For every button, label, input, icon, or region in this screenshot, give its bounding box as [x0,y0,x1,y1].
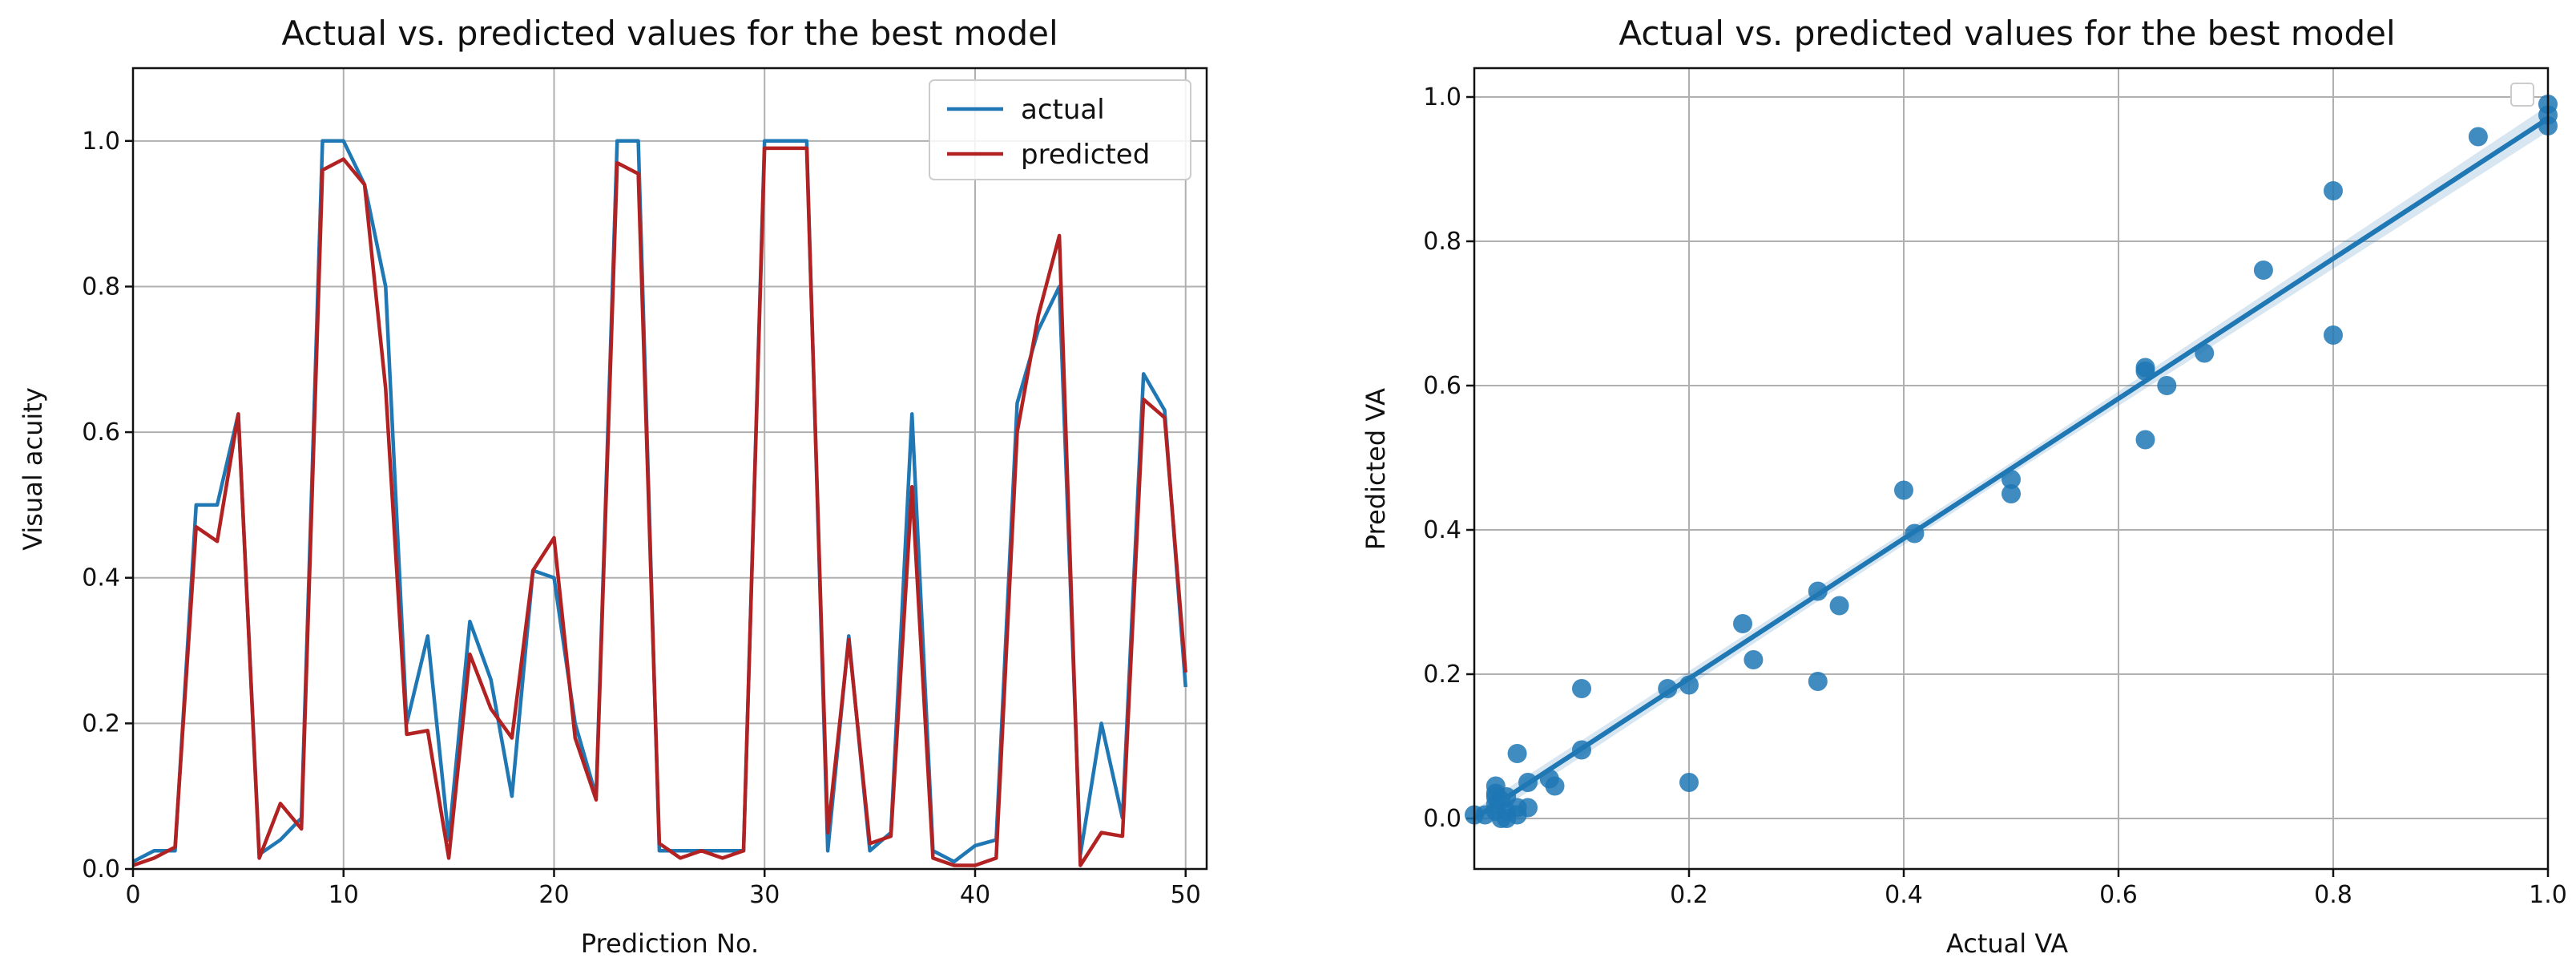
right-x-tick-label: 0.4 [1885,881,1923,909]
right-y-tick-label: 0.0 [1423,805,1461,833]
legend-label-predicted: predicted [1021,139,1150,171]
regression-line [1473,116,2550,821]
right-y-axis-label: Predicted VA [1361,388,1391,550]
left-x-tick-label: 40 [960,881,990,909]
left-axes-frame [131,67,1208,871]
right-x-axis-label: Actual VA [1946,928,2068,959]
left-y-tick-label: 0.2 [82,709,120,738]
left-y-tick-label: 1.0 [82,127,120,156]
right-y-tick-label: 0.8 [1423,228,1461,256]
series-line-actual [131,139,1187,864]
right-x-tick-label: 0.8 [2314,881,2352,909]
right-x-tick-label: 1.0 [2529,881,2567,909]
scatter-point [1507,744,1527,763]
left-x-axis-label: Prediction No. [581,928,759,959]
scatter-point [1894,480,1913,500]
series-line-predicted [132,146,1187,867]
legend-label-actual: actual [1021,94,1105,126]
scatter-point [1572,679,1591,698]
left-plot-area: 0 10 20 30 40 50 0.0 0.2 0.4 0.6 0.8 1.0 actual predi… [82,67,1208,909]
right-y-tick-label: 1.0 [1423,83,1461,111]
scatter-point [1808,672,1828,691]
scatter-point [1518,798,1538,818]
empty-legend-box [2510,83,2534,107]
right-y-tick-label: 0.4 [1423,516,1461,544]
left-chart-title: Actual vs. predicted values for the best… [281,14,1058,53]
left-x-tick-label: 10 [329,881,359,909]
left-y-axis-label: Visual acuity [18,387,48,551]
right-plot-area: 0.2 0.4 0.6 0.8 1.0 0.0 0.2 0.4 0.6 0.8 1.0 [1423,67,2567,909]
left-y-tick-label: 0.8 [82,273,120,301]
right-axes-frame [1473,67,2550,871]
scatter-point [1733,614,1752,633]
scatter-point [2157,376,2177,395]
scatter-point [2002,484,2021,503]
left-x-tick-label: 30 [749,881,780,909]
left-x-tick-label: 20 [538,881,569,909]
right-chart-title: Actual vs. predicted values for the best… [1619,14,2395,53]
scatter-point [1744,650,1764,669]
left-y-tick-label: 0.0 [82,855,120,883]
right-x-tick-label: 0.6 [2099,881,2138,909]
left-y-tick-label: 0.4 [82,564,120,592]
scatter-point [1679,773,1699,792]
right-x-tick-label: 0.2 [1670,881,1708,909]
scatter-point [1545,776,1565,796]
left-x-tick-label: 0 [125,881,140,909]
left-y-tick-label: 0.6 [82,418,120,447]
scatter-point [2324,181,2343,200]
scatter-point [2468,127,2488,147]
scatter-point [2324,325,2343,345]
scatter-point [2135,430,2155,450]
scatter-point [2002,470,2021,489]
right-y-tick-label: 0.6 [1423,372,1461,400]
scatter-point [1829,596,1849,616]
right-y-tick-label: 0.2 [1423,661,1461,689]
scatter-point [2253,261,2273,280]
left-x-tick-label: 50 [1171,881,1201,909]
